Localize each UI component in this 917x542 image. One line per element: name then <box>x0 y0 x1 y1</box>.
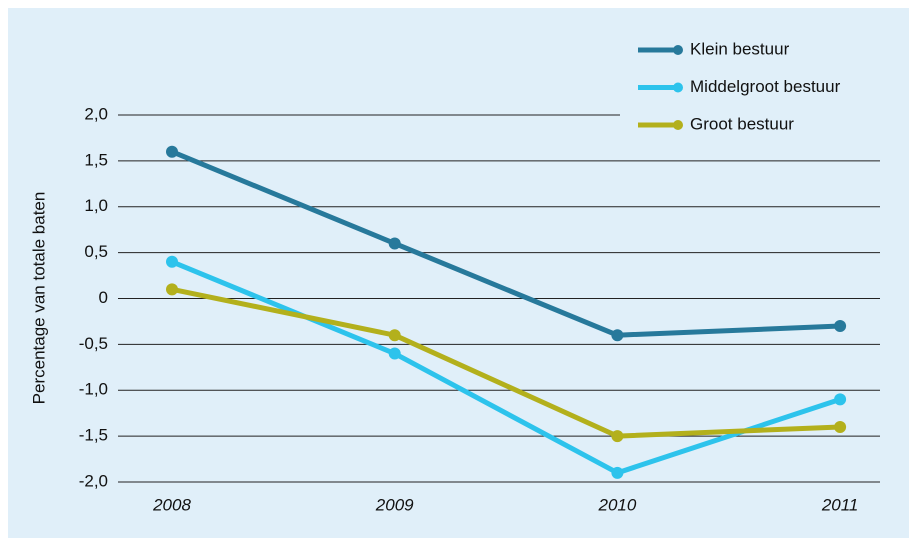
y-tick-label: -2,0 <box>79 471 108 490</box>
data-point <box>611 430 624 443</box>
data-point <box>166 255 178 268</box>
data-point <box>834 420 847 433</box>
series-line <box>171 149 841 338</box>
data-point <box>166 283 178 296</box>
data-point <box>388 347 401 360</box>
data-point <box>834 393 847 406</box>
y-tick-label: -0,5 <box>79 334 108 353</box>
series-line <box>171 286 841 439</box>
y-tick-label: 0,5 <box>84 242 108 261</box>
data-point <box>611 329 624 342</box>
legend-swatch-dot <box>673 82 683 93</box>
x-tick-label: 2010 <box>597 495 636 514</box>
legend-swatch-dot <box>673 45 683 55</box>
data-point <box>388 237 401 250</box>
data-point <box>388 329 401 342</box>
y-axis-label: Percentage van totale baten <box>29 192 48 405</box>
y-tick-label: 1,0 <box>84 196 108 215</box>
y-tick-label: -1,0 <box>79 380 108 399</box>
y-tick-label: 2,0 <box>84 104 108 123</box>
x-tick-label: 2009 <box>375 495 414 514</box>
y-tick-label: 1,5 <box>84 150 108 169</box>
data-point <box>166 145 178 158</box>
legend-label: Groot bestuur <box>690 114 794 133</box>
series-line <box>171 259 841 476</box>
legend-label: Middelgroot bestuur <box>690 77 841 96</box>
x-tick-label: 2011 <box>821 495 859 514</box>
legend-swatch-dot <box>673 120 683 130</box>
x-tick-label: 2008 <box>152 495 191 514</box>
data-point <box>611 466 624 479</box>
y-tick-label: -1,5 <box>79 426 108 445</box>
data-point <box>834 320 847 333</box>
legend-label: Klein bestuur <box>690 39 790 58</box>
y-tick-label: 0 <box>99 288 108 307</box>
